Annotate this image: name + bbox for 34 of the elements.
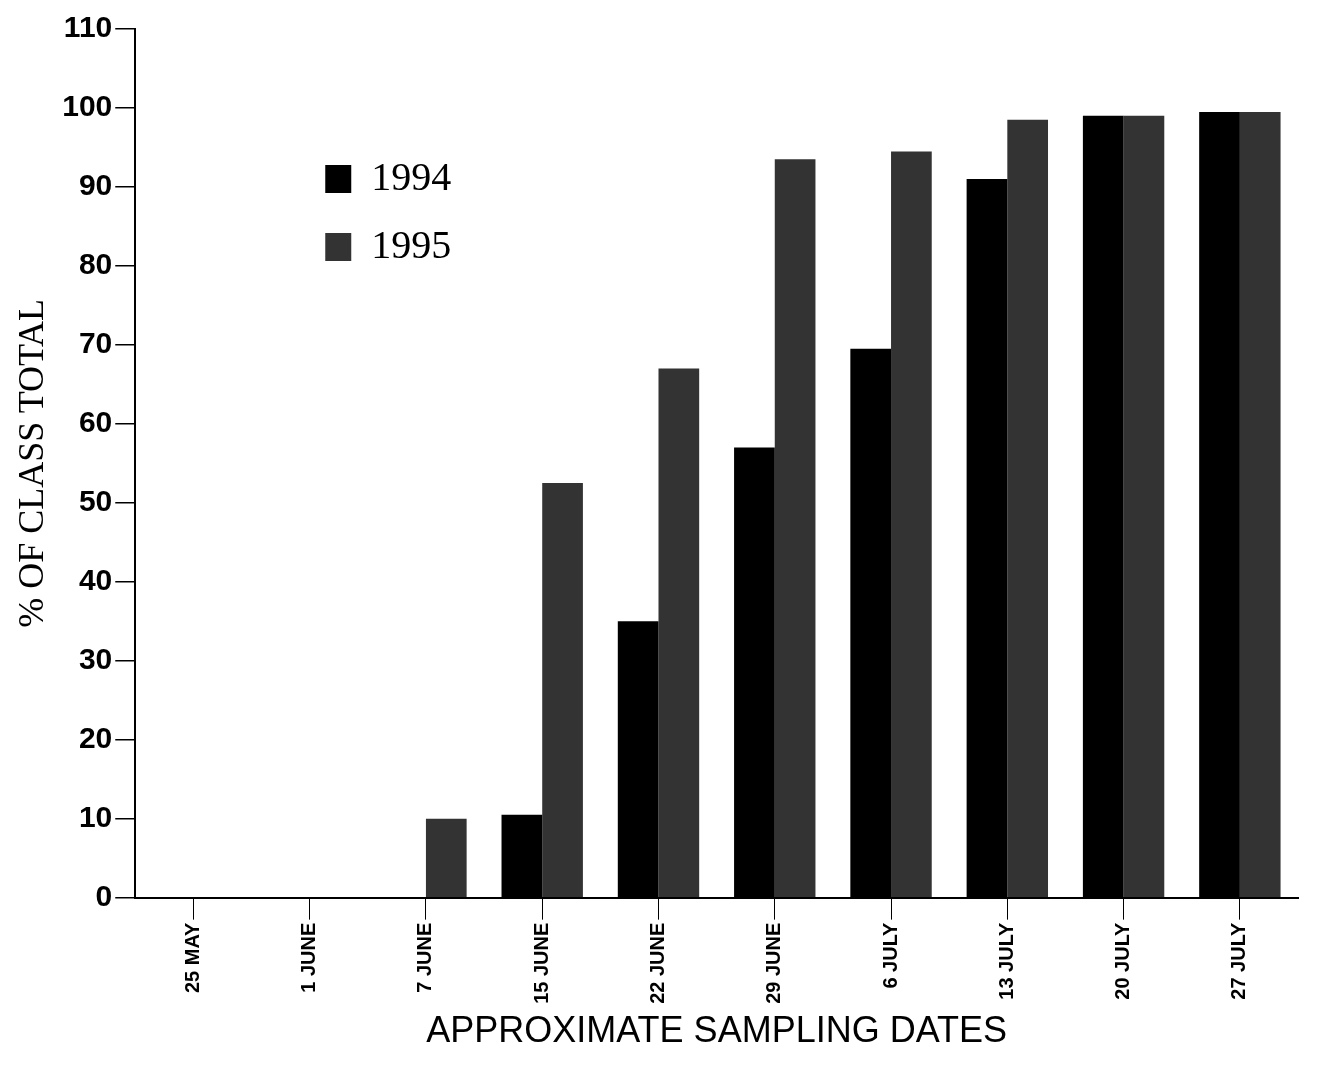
x-tick-label: 25 MAY <box>180 922 203 994</box>
x-tick-label: 13 JULY <box>994 921 1017 1000</box>
y-tick-label: 70 <box>78 326 113 360</box>
x-tick-label: 15 JUNE <box>529 922 552 1004</box>
y-tick-label: 20 <box>78 720 113 754</box>
y-tick-label: 90 <box>78 168 113 202</box>
x-axis-title: APPROXIMATE SAMPLING DATES <box>426 1009 1008 1051</box>
y-tick-label: 10 <box>78 799 113 833</box>
x-tick-label: 1 JUNE <box>297 922 320 993</box>
y-tick-label: 60 <box>78 405 113 439</box>
bar <box>542 483 583 897</box>
bar <box>1123 115 1165 897</box>
x-tick-label: 20 JULY <box>1111 921 1134 1000</box>
x-tick-label: 7 JUNE <box>413 922 436 993</box>
y-tick-label: 50 <box>78 484 113 518</box>
legend-label: 1995 <box>371 221 452 267</box>
y-tick-label: 100 <box>62 89 113 123</box>
bar <box>425 818 467 897</box>
x-tick-label: 6 JULY <box>878 921 901 989</box>
y-tick-label: 110 <box>63 10 113 44</box>
bar <box>774 159 816 897</box>
x-tick-label: 27 JULY <box>1227 921 1250 1000</box>
y-tick-label: 30 <box>78 642 113 676</box>
y-axis-title: % OF CLASS TOTAL <box>11 298 52 628</box>
x-tick-label: 22 JUNE <box>646 922 669 1004</box>
x-tick-label: 29 JUNE <box>762 922 785 1004</box>
y-tick-label: 0 <box>95 878 113 912</box>
y-tick-label: 80 <box>78 247 113 281</box>
bar <box>658 368 700 897</box>
y-tick-label: 40 <box>78 563 113 597</box>
bar <box>1007 119 1049 897</box>
bar <box>891 151 932 897</box>
legend-label: 1994 <box>371 153 452 199</box>
bar <box>1239 111 1281 897</box>
